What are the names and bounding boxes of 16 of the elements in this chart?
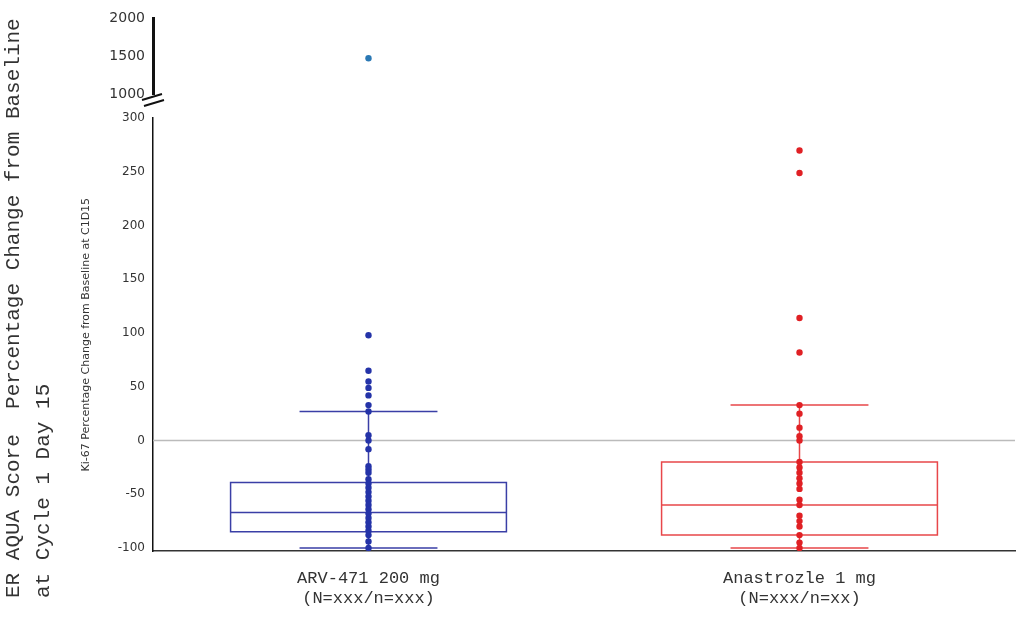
- x-tick-label: ARV-471 200 mg (N=xxx/n=xxx): [297, 568, 440, 609]
- y-tick-label: 50: [129, 378, 145, 393]
- y-tick-label: -50: [125, 486, 145, 501]
- text: ER AQUA Score Percentage Change from Baseline at Cycle 1 Day 15: [1, 17, 56, 598]
- y-tick-label: 200: [122, 217, 145, 232]
- y-axis-title: Ki-67 Percentage Change from Baseline at C1D15: [79, 197, 93, 472]
- y-tick-label: 100: [122, 325, 145, 340]
- y-tick-label: 1500: [109, 46, 145, 63]
- y-tick-label: 250: [122, 164, 145, 179]
- x-tick-label: Anastrozle 1 mg (N=xxx/n=xx): [722, 568, 877, 609]
- y-tick-label: 1000: [109, 84, 145, 101]
- y-tick-label: -100: [117, 540, 145, 555]
- y-tick-label: 300: [122, 110, 145, 125]
- y-tick-label: 150: [122, 271, 145, 286]
- y-tick-label: 0: [137, 432, 145, 447]
- y-tick-label: 2000: [109, 8, 145, 25]
